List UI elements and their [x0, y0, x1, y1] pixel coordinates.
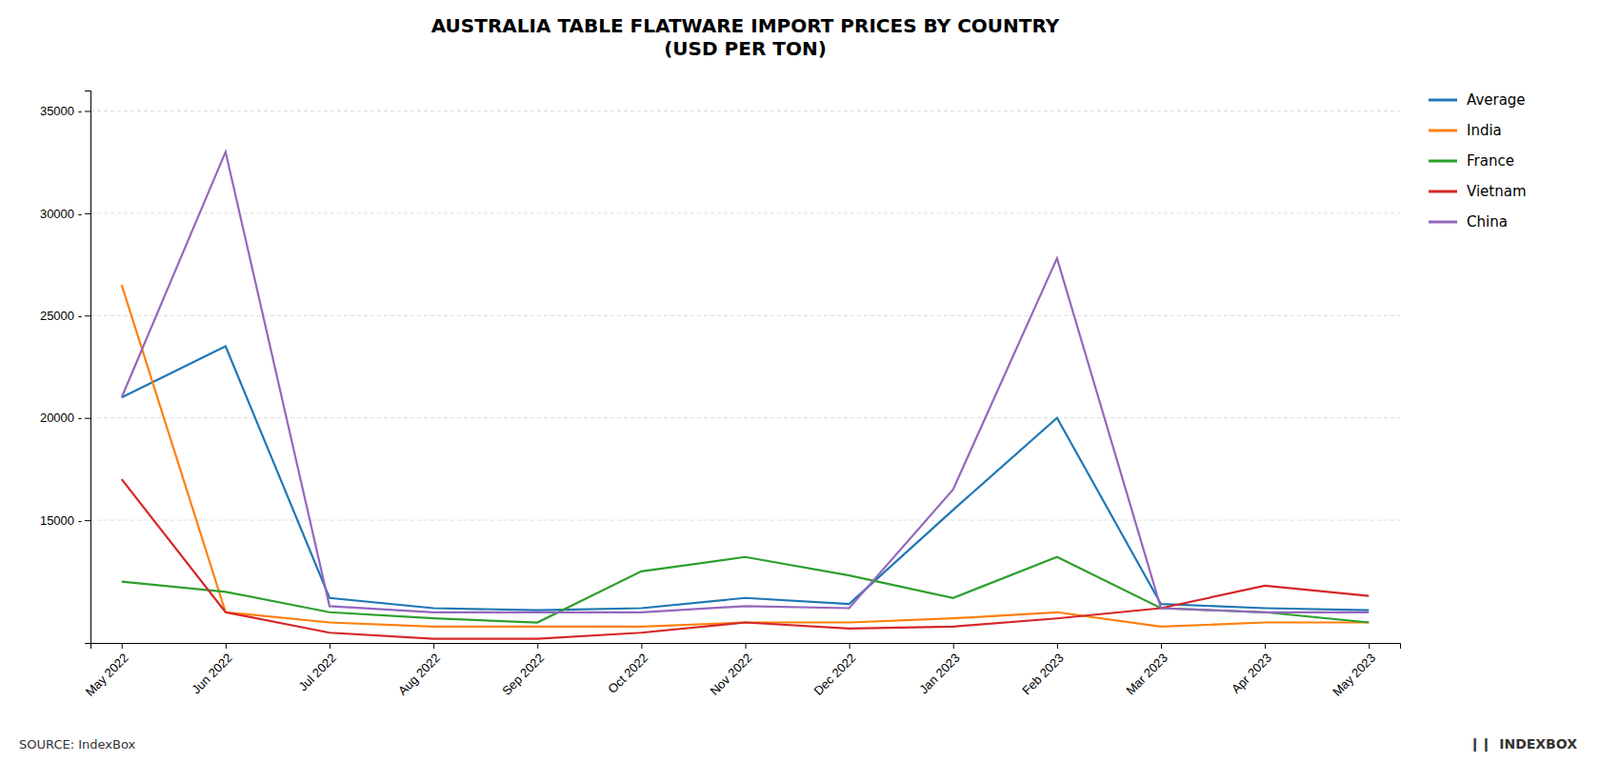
x-tick: May 2023 [1329, 642, 1379, 700]
x-axis: May 2022 Jun 2022 Jul 2022 Aug 2022 Sep 2022… [82, 642, 1401, 700]
x-tick-label: Aug 2022 [395, 650, 443, 699]
x-tick: Feb 2023 [1019, 642, 1066, 698]
grid-line [90, 315, 1400, 317]
x-tick-mark [121, 642, 123, 649]
y-tick: 15000 - [40, 513, 91, 528]
x-tick: Oct 2022 [604, 642, 651, 697]
legend-item: India [1428, 121, 1502, 140]
x-tick-label: Oct 2022 [604, 650, 651, 697]
x-axis-line [91, 643, 1401, 650]
grid-line [90, 520, 1400, 521]
chart: AUSTRALIA TABLE FLATWARE IMPORT PRICES B… [0, 0, 1600, 762]
y-tick-label: 15000 - [40, 513, 82, 528]
x-tick-label: Sep 2022 [499, 650, 547, 699]
grid-line [90, 212, 1400, 214]
legend-label: China [1466, 213, 1508, 231]
x-tick-mark [640, 642, 642, 649]
annotation: INDEXBOX [1499, 736, 1578, 752]
series-line [121, 284, 1370, 627]
series-line [121, 346, 1370, 611]
x-tick-mark [433, 642, 435, 649]
legend-label: Vietnam [1466, 182, 1527, 200]
x-tick: Aug 2022 [395, 642, 443, 699]
y-tick: 20000 - [40, 410, 91, 425]
x-tick-label: Feb 2023 [1019, 650, 1066, 698]
y-tick-mark [84, 213, 91, 215]
x-tick: Sep 2022 [499, 642, 547, 699]
y-axis: 15000 - 20000 - 25000 - 30000 - 35000 - [40, 91, 92, 644]
x-tick-mark [953, 642, 955, 649]
title: AUSTRALIA TABLE FLATWARE IMPORT PRICES B… [431, 14, 1060, 60]
x-tick-label: Mar 2023 [1122, 650, 1170, 698]
x-tick-mark [1368, 642, 1370, 649]
y-tick-mark [84, 418, 91, 420]
y-tick: 25000 - [40, 308, 91, 323]
title-line: (USD PER TON) [663, 37, 827, 60]
legend-label: France [1466, 152, 1515, 170]
x-tick: Dec 2022 [811, 642, 860, 699]
y-tick-mark [84, 520, 91, 521]
legend-item: Vietnam [1428, 182, 1527, 200]
legend: Average India France Vietnam China [1428, 91, 1527, 231]
x-tick: Mar 2023 [1122, 642, 1170, 698]
x-tick: Jul 2022 [296, 642, 340, 694]
y-axis-line [84, 91, 92, 644]
legend-swatch [1428, 220, 1458, 224]
title-line: AUSTRALIA TABLE FLATWARE IMPORT PRICES B… [431, 14, 1060, 38]
legend-item: China [1428, 213, 1508, 231]
legend-swatch [1428, 190, 1458, 194]
annotation: SOURCE: IndexBox [19, 737, 136, 752]
x-tick-label: Nov 2022 [706, 650, 755, 699]
legend-swatch [1428, 160, 1458, 163]
x-tick-label: Dec 2022 [811, 650, 860, 699]
x-tick: Jun 2022 [188, 642, 235, 697]
x-tick-mark [225, 642, 227, 649]
x-tick-mark [1057, 642, 1059, 649]
x-tick: Nov 2022 [706, 642, 755, 699]
series-line [121, 151, 1370, 612]
x-tick-label: Jun 2022 [188, 650, 235, 697]
x-tick-label: Apr 2023 [1228, 650, 1275, 697]
y-tick-mark [84, 315, 91, 317]
legend-label: India [1466, 121, 1502, 140]
y-tick-label: 25000 - [40, 308, 82, 323]
y-tick-label: 30000 - [40, 206, 82, 221]
x-tick-label: May 2022 [82, 650, 132, 700]
x-tick-mark [329, 642, 331, 649]
legend-swatch [1428, 129, 1458, 133]
x-tick-mark [1264, 642, 1266, 649]
plot: 15000 - 20000 - 25000 - 30000 - 35000 - May 2… [40, 91, 1401, 700]
legend-swatch [1428, 99, 1458, 102]
y-tick-label: 20000 - [40, 410, 82, 425]
lines [121, 151, 1370, 639]
x-tick: May 2022 [82, 642, 132, 700]
series-line [121, 557, 1370, 623]
annotation: ❙❙ [1469, 736, 1492, 753]
y-tick: 35000 - [40, 103, 91, 119]
grid-line [90, 110, 1400, 112]
x-tick-mark [537, 642, 539, 649]
x-tick-mark [1160, 642, 1162, 649]
legend-item: France [1428, 152, 1515, 170]
x-tick: Jan 2023 [916, 642, 962, 697]
x-tick-label: Jul 2022 [296, 650, 340, 694]
legend-label: Average [1466, 91, 1526, 109]
x-tick-mark [745, 642, 747, 649]
x-tick-mark [849, 642, 851, 649]
x-tick-label: Jan 2023 [916, 650, 962, 697]
y-tick-mark [84, 110, 91, 112]
legend-item: Average [1428, 91, 1526, 109]
y-tick-label: 35000 - [40, 103, 82, 119]
x-tick-label: May 2023 [1329, 650, 1379, 700]
y-tick: 30000 - [40, 206, 91, 221]
x-tick: Apr 2023 [1228, 642, 1275, 697]
series-line [121, 479, 1370, 640]
grid [90, 110, 1400, 520]
